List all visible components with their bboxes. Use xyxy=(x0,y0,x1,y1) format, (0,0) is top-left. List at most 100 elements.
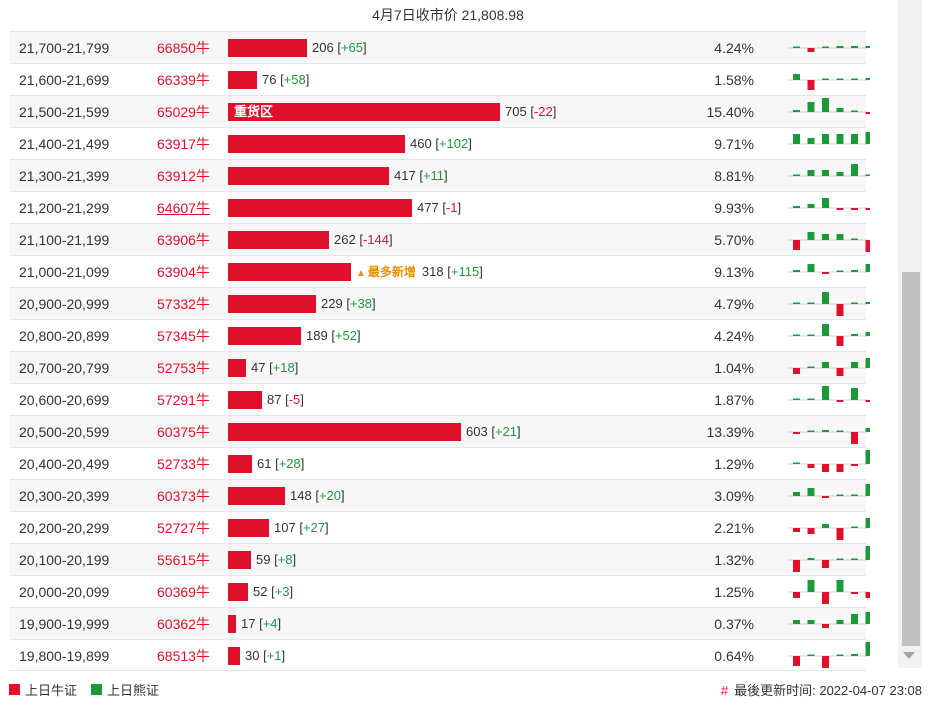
sparkline-bar xyxy=(836,400,844,402)
count-number: 206 xyxy=(312,40,334,55)
percentage: 8.81% xyxy=(714,168,754,184)
trend-sparkline xyxy=(788,74,870,90)
count-change: +58 xyxy=(283,72,306,87)
table-row: 19,900-19,999 60362牛 17 [+4] 0.37% xyxy=(10,607,870,639)
trend-sparkline xyxy=(788,358,870,376)
sparkline-bar xyxy=(851,302,858,304)
percentage: 1.25% xyxy=(714,584,754,600)
sparkline-bar xyxy=(822,324,829,336)
cbbc-code-link[interactable]: 64607牛 xyxy=(157,200,210,216)
cbbc-code-link[interactable]: 55615牛 xyxy=(157,552,210,568)
price-range: 21,300-21,399 xyxy=(19,168,110,184)
price-range: 20,600-20,699 xyxy=(19,392,110,408)
price-range: 20,100-20,199 xyxy=(19,552,110,568)
sparkline-bar xyxy=(793,368,800,374)
sparkline-bar xyxy=(851,494,858,496)
cbbc-code-link[interactable]: 52733牛 xyxy=(157,456,210,472)
cbbc-code-link[interactable]: 68513牛 xyxy=(157,648,210,664)
table-row: 20,500-20,599 60375牛 603 [+21] 13.39% xyxy=(10,415,870,447)
sparkline-bar xyxy=(793,206,800,208)
trend-sparkline xyxy=(788,428,870,444)
count-bar xyxy=(228,71,257,89)
price-range: 20,900-20,999 xyxy=(19,296,110,312)
price-range: 21,000-21,099 xyxy=(19,264,110,280)
count-number: 603 xyxy=(466,424,488,439)
cbbc-code-link[interactable]: 57291牛 xyxy=(157,392,210,408)
table-row: 20,300-20,399 60373牛 148 [+20] 3.09% xyxy=(10,479,870,511)
price-range: 20,700-20,799 xyxy=(19,360,110,376)
count-value: 705 [-22] xyxy=(505,104,557,119)
sparkline-bar xyxy=(836,78,844,80)
sparkline-bar xyxy=(851,432,858,444)
sparkline-bar xyxy=(836,464,844,472)
sparkline-bar xyxy=(807,334,815,336)
sparkline-bar xyxy=(865,400,870,402)
cbbc-code-link[interactable]: 52753牛 xyxy=(157,360,210,376)
sparkline-bar xyxy=(793,492,800,496)
cbbc-code-link[interactable]: 60375牛 xyxy=(157,424,210,440)
cbbc-code-link[interactable]: 66339牛 xyxy=(157,72,210,88)
sparkline-bar xyxy=(807,366,815,368)
sparkline-bar xyxy=(836,620,844,624)
trend-sparkline xyxy=(788,264,870,274)
sparkline-bar xyxy=(822,78,829,80)
cbbc-code-link[interactable]: 60369牛 xyxy=(157,584,210,600)
bull-swatch-icon xyxy=(9,684,20,695)
count-change: +27 xyxy=(302,520,325,535)
cbbc-code-link[interactable]: 60362牛 xyxy=(157,616,210,632)
price-range: 20,000-20,099 xyxy=(19,584,110,600)
sparkline-bar xyxy=(865,174,870,176)
legend: 上日牛证 上日熊证 xyxy=(9,680,173,699)
scrollbar-thumb[interactable] xyxy=(902,272,920,646)
percentage: 2.21% xyxy=(714,520,754,536)
count-bar xyxy=(228,359,246,377)
sparkline-bar xyxy=(851,334,858,336)
cbbc-code-link[interactable]: 52727牛 xyxy=(157,520,210,536)
sparkline-bar xyxy=(836,580,844,592)
sparkline-bar xyxy=(822,386,829,400)
scroll-down-arrow-icon[interactable] xyxy=(903,652,915,659)
count-value: 148 [+20] xyxy=(290,488,345,503)
sparkline-bar xyxy=(807,488,815,496)
cbbc-code-link[interactable]: 63912牛 xyxy=(157,168,210,184)
sparkline-bar xyxy=(793,432,800,434)
count-value: 262 [-144] xyxy=(334,232,393,247)
price-range: 20,800-20,899 xyxy=(19,328,110,344)
count-number: 30 xyxy=(245,648,260,663)
sparkline-bar xyxy=(807,48,815,52)
sparkline-bar xyxy=(807,264,815,272)
cbbc-code-link[interactable]: 66850牛 xyxy=(157,40,210,56)
cbbc-code-link[interactable]: 63917牛 xyxy=(157,136,210,152)
count-value: 76 [+58] xyxy=(262,72,310,87)
cbbc-code-link[interactable]: 63906牛 xyxy=(157,232,210,248)
count-value: 87 [-5] xyxy=(267,392,304,407)
sparkline-bar xyxy=(822,624,829,628)
count-value: 30 [+1] xyxy=(245,648,286,663)
bear-swatch-icon xyxy=(91,684,103,695)
sparkline-bar xyxy=(793,334,800,336)
table-row: 21,000-21,099 63904牛 ▲ 最多新增 318 [+115] 9.13% xyxy=(10,255,870,287)
sparkline-bar xyxy=(836,208,844,210)
percentage: 3.09% xyxy=(714,488,754,504)
count-value: 189 [+52] xyxy=(306,328,361,343)
count-value: 229 [+38] xyxy=(321,296,376,311)
cbbc-code-link[interactable]: 65029牛 xyxy=(157,104,210,120)
cbbc-code-link[interactable]: 57332牛 xyxy=(157,296,210,312)
last-updated-text: 最後更新时间: 2022-04-07 23:08 xyxy=(734,683,922,698)
cbbc-code-link[interactable]: 57345牛 xyxy=(157,328,210,344)
percentage: 4.24% xyxy=(714,328,754,344)
sparkline-bar xyxy=(836,336,844,346)
sparkline-bar xyxy=(851,46,858,48)
count-value: 61 [+28] xyxy=(257,456,305,471)
table-row: 20,100-20,199 55615牛 59 [+8] 1.32% xyxy=(10,543,870,575)
count-number: 61 xyxy=(257,456,272,471)
sparkline-bar xyxy=(836,46,844,48)
count-bar xyxy=(228,487,285,505)
cbbc-code-link[interactable]: 60373牛 xyxy=(157,488,210,504)
count-number: 17 xyxy=(241,616,256,631)
count-bar xyxy=(228,423,461,441)
cbbc-code-link[interactable]: 63904牛 xyxy=(157,264,210,280)
percentage: 1.32% xyxy=(714,552,754,568)
price-range: 19,900-19,999 xyxy=(19,616,110,632)
count-change: -22 xyxy=(533,104,553,119)
